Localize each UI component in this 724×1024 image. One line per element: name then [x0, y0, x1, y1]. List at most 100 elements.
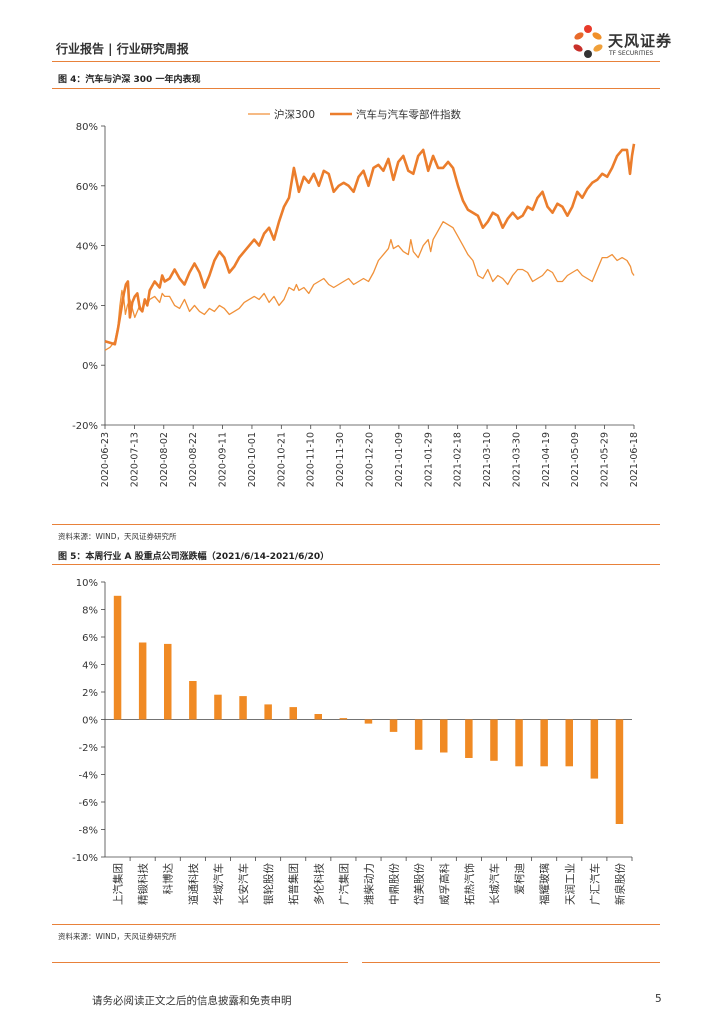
x-tick-label: 2021-01-29: [423, 432, 434, 487]
category-label: 岱美股份: [413, 863, 426, 905]
series-line-thin: [104, 221, 635, 351]
line-chart-legend: 沪深300 汽车与汽车零部件指数: [248, 108, 461, 121]
category-label: 长安汽车: [237, 863, 250, 905]
bar: [314, 714, 322, 720]
header-rule: [52, 61, 660, 62]
line-chart-axes: 80% 60% 40% 20% 0% -20%2020-06-23 2020-07-13 20…: [72, 122, 640, 487]
category-label: 威孚高科: [438, 863, 451, 905]
x-tick-label: 2020-08-02: [159, 432, 170, 487]
y-tick-label: 80%: [76, 122, 98, 133]
tf-securities-logo: [570, 22, 680, 62]
figure4-rule: [52, 88, 660, 89]
y-tick-label: 0%: [82, 716, 98, 727]
footer-rule-left: [52, 962, 348, 963]
bar: [339, 718, 348, 720]
x-tick-label: 2020-06-23: [100, 432, 111, 487]
category-label: 广汇汽车: [588, 863, 601, 905]
x-tick-label: 2021-05-29: [600, 432, 611, 487]
bar-chart-bars: [113, 595, 624, 824]
figure4-title: 图 4：汽车与沪深 300 一年内表现: [58, 75, 201, 85]
y-tick-label: 20%: [76, 301, 98, 312]
y-tick-label: 8%: [82, 606, 98, 617]
category-label: 上汽集团: [112, 863, 125, 905]
bar: [490, 719, 498, 761]
y-tick-label: -2%: [79, 743, 98, 754]
x-tick-label: 2020-08-22: [188, 432, 199, 487]
report-header: 行业报告 | 行业研究周报: [56, 42, 189, 56]
legend-label: 沪深300: [274, 108, 315, 121]
y-tick-label: 0%: [82, 361, 98, 372]
figure5-bar-chart: 10% 8% 6% 4% 2% 0% -2% -4% -6% -8% -10% 上汽集团 精锻科技 科博…: [72, 578, 633, 905]
y-tick-label: 40%: [76, 242, 98, 253]
figure5-title: 图 5：本周行业 A 股重点公司涨跌幅（2021/6/14-2021/6/20）: [58, 552, 330, 562]
bar: [239, 696, 247, 720]
bar: [264, 704, 272, 720]
bar: [389, 719, 398, 732]
y-tick-label: -8%: [79, 826, 98, 837]
bar: [465, 719, 473, 758]
bar: [440, 719, 448, 753]
bar: [113, 595, 122, 720]
figure4-bottom-rule: [52, 524, 660, 525]
category-label: 拓普集团: [287, 863, 300, 905]
category-label: 华域汽车: [212, 863, 225, 905]
category-label: 潍柴动力: [363, 863, 376, 905]
x-tick-label: 2021-05-09: [570, 432, 581, 487]
line-chart-series: [104, 143, 636, 351]
bar: [214, 694, 222, 720]
category-label: 多伦科技: [312, 863, 325, 905]
x-tick-label: 2020-10-21: [276, 432, 287, 487]
bar-chart-axes: 10% 8% 6% 4% 2% 0% -2% -4% -6% -8% -10%: [72, 578, 633, 864]
footer-rule-right: [362, 962, 660, 963]
y-tick-label: -6%: [79, 798, 98, 809]
footer-disclaimer: 请务必阅读正文之后的信息披露和免责申明: [92, 995, 292, 1007]
y-tick-label: -20%: [72, 421, 98, 432]
category-label: 广汽集团: [337, 863, 350, 905]
category-label: 拓热汽饰: [463, 863, 476, 905]
x-tick-label: 2020-11-30: [335, 432, 346, 487]
bar: [364, 719, 373, 724]
x-tick-label: 2021-02-18: [453, 432, 464, 487]
bar: [189, 681, 197, 720]
bar: [590, 719, 599, 779]
bar: [515, 719, 523, 767]
category-label: 银轮股份: [262, 863, 275, 905]
bar: [615, 719, 624, 824]
bar: [138, 642, 147, 720]
category-label: 爱柯迪: [513, 863, 526, 895]
x-tick-label: 2021-03-30: [511, 432, 522, 487]
category-label: 科博达: [162, 863, 175, 895]
x-tick-label: 2021-06-18: [629, 432, 640, 487]
category-label: 长城汽车: [488, 863, 501, 905]
category-label: 天润工业: [563, 863, 576, 905]
category-label: 福耀玻璃: [538, 863, 551, 905]
category-label: 新泉股份: [613, 863, 626, 905]
x-tick-label: 2020-12-20: [365, 432, 376, 487]
legend-label: 汽车与汽车零部件指数: [356, 108, 461, 121]
figure5-source: 资料来源：WIND，天风证券研究所: [58, 932, 177, 941]
category-label: 道通科技: [187, 863, 200, 905]
x-tick-label: 2020-07-13: [129, 432, 140, 487]
y-tick-label: 2%: [82, 688, 98, 699]
figure4-source: 资料来源：WIND，天风证券研究所: [58, 532, 177, 541]
figure5-rule: [52, 564, 660, 565]
bar: [565, 719, 573, 767]
x-tick-label: 2021-01-09: [394, 432, 405, 487]
logo-subtext: TF SECURITIES: [609, 50, 654, 57]
category-label: 中鼎股份: [388, 863, 401, 905]
y-tick-label: 10%: [76, 578, 98, 589]
logo-text: 天风证券: [608, 32, 673, 50]
page-number: 5: [655, 993, 662, 1005]
bar-chart-categories: 上汽集团 精锻科技 科博达 道通科技 华域汽车 长安汽车 银轮股份 拓普集团 多伦科技 广汽集团潍…: [112, 863, 627, 905]
y-tick-label: 60%: [76, 182, 98, 193]
x-tick-label: 2021-03-10: [482, 432, 493, 487]
category-label: 精锻科技: [137, 863, 150, 905]
x-tick-label: 2020-11-10: [306, 432, 317, 487]
x-tick-label: 2020-10-01: [247, 432, 258, 487]
x-tick-label: 2021-04-19: [541, 432, 552, 487]
figure5-bottom-rule: [52, 924, 660, 925]
x-tick-label: 2020-09-11: [218, 432, 229, 487]
y-tick-label: -10%: [72, 853, 98, 864]
bar: [540, 719, 548, 767]
bar: [164, 643, 172, 720]
